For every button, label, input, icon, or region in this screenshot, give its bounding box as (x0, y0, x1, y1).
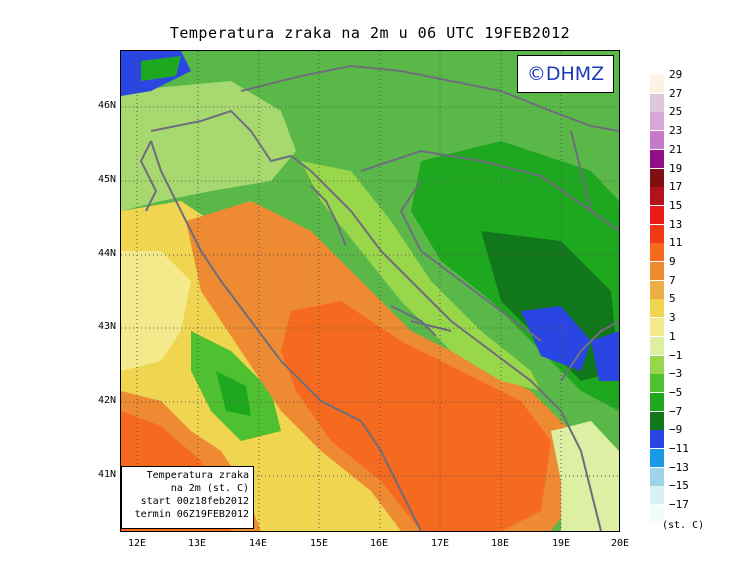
bih-border (399, 180, 542, 342)
west-coast (150, 140, 422, 531)
legend-swatch (650, 75, 664, 93)
lat-label: 44N (97, 248, 116, 259)
legend-label: −17 (669, 498, 689, 512)
legend-swatch (650, 205, 664, 224)
lat-label: 43N (97, 321, 116, 332)
legend-swatch (650, 93, 664, 112)
legend-label: 13 (669, 217, 683, 231)
east-border (570, 130, 592, 212)
legend-label: 9 (669, 255, 676, 268)
lat-label: 41N (97, 469, 116, 480)
lon-label: 12E (127, 538, 147, 549)
legend-swatch (650, 112, 664, 131)
legend-label: 1 (669, 329, 676, 343)
legend-swatch (650, 149, 664, 168)
legend-label: 23 (669, 124, 683, 138)
legend-label: −3 (669, 367, 683, 381)
legend-swatch (650, 299, 664, 318)
legend-label: −1 (669, 348, 683, 362)
forecast-info-box: Temperatura zraka na 2m (st. C) start 00… (121, 466, 254, 529)
legend-swatch (650, 449, 664, 467)
legend-label: 29 (669, 68, 683, 81)
legend-swatch (650, 336, 664, 355)
legend-label: −9 (669, 423, 683, 437)
east-coast (150, 109, 602, 531)
lon-label: 14E (248, 538, 268, 549)
legend-label: −13 (669, 460, 689, 474)
lon-label: 15E (309, 538, 329, 549)
legend-swatch (650, 486, 664, 505)
lon-label: 17E (430, 538, 450, 549)
legend-label: 15 (669, 198, 683, 212)
legend-swatch (650, 280, 664, 299)
info-line: start 00z18feb2012 (140, 496, 249, 507)
dalmatian-belt (301, 161, 541, 391)
legend-swatch (650, 392, 664, 411)
dhmz-logo: ©DHMZ (517, 55, 614, 93)
balkan-frost-2 (591, 331, 619, 381)
legend-unit: (st. C) (662, 520, 705, 531)
legend-label: 11 (669, 236, 683, 250)
istria (139, 140, 158, 212)
lon-label: 16E (369, 538, 389, 549)
legend-label: −11 (669, 442, 689, 455)
islands (390, 305, 452, 337)
legend-label: 7 (669, 273, 676, 287)
legend-swatch (650, 131, 664, 150)
graticule (121, 51, 619, 531)
coastline (139, 109, 602, 531)
lat-label: 42N (97, 395, 116, 406)
legend-swatch (650, 430, 664, 449)
legend-swatch (650, 355, 664, 374)
serbia-border (560, 320, 619, 382)
lat-label: 46N (97, 100, 116, 111)
legend-label: 17 (669, 180, 683, 194)
info-line: termin 06Z19FEB2012 (134, 509, 249, 520)
legend-label: 19 (669, 161, 683, 175)
legend-label: 27 (669, 86, 683, 100)
north-border (240, 64, 619, 132)
legend-swatch (650, 374, 664, 393)
italy-pale-zone (121, 251, 191, 371)
sava-border (360, 149, 619, 232)
legend-swatch (650, 505, 664, 524)
legend-swatch (650, 187, 664, 206)
info-line: na 2m (st. C) (170, 483, 249, 494)
temperature-field (121, 51, 619, 531)
borders (240, 64, 619, 382)
legend-label: 21 (669, 142, 683, 156)
legend-label: −15 (669, 479, 689, 493)
legend-swatch (650, 262, 664, 280)
legend-label: 3 (669, 311, 676, 325)
legend-label: 25 (669, 105, 683, 119)
info-line: Temperatura zraka (146, 470, 249, 481)
lon-label: 18E (490, 538, 510, 549)
nw-cold-fringe (141, 56, 181, 81)
lon-label: 20E (610, 538, 630, 549)
legend-swatch (650, 467, 664, 486)
legend-swatch (650, 318, 664, 337)
legend-label: −7 (669, 404, 683, 418)
apennine-cold (216, 371, 251, 416)
lat-label: 45N (97, 174, 116, 185)
adriatic-hot (281, 301, 551, 531)
legend-label: −5 (669, 385, 683, 399)
map-title: Temperatura zraka na 2m u 06 UTC 19FEB20… (169, 24, 571, 42)
legend-swatch (650, 224, 664, 243)
balkan-frost-1 (521, 306, 591, 371)
legend-swatch (650, 243, 664, 262)
lon-label: 13E (187, 538, 207, 549)
temperature-map (120, 50, 620, 532)
legend-label: 5 (669, 292, 676, 306)
legend-swatch (650, 411, 664, 430)
kvarner (310, 185, 347, 247)
lon-label: 19E (551, 538, 571, 549)
legend-swatch (650, 168, 664, 187)
